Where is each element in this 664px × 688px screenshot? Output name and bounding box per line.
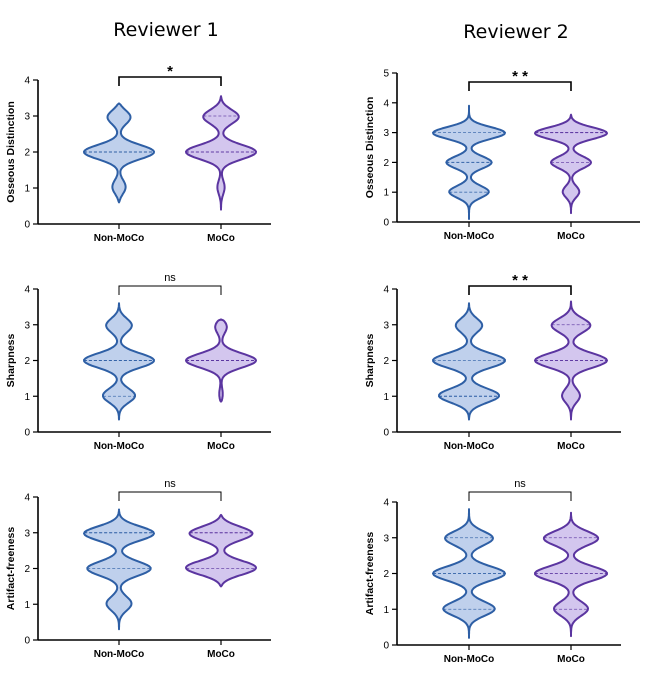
y-tick-label: 1 [383,392,389,403]
y-axis-label: Sharpness [364,334,376,388]
x-category-label: Non-MoCo [444,441,495,452]
y-tick-label: 1 [383,605,389,616]
significance-bracket [468,491,572,501]
violin-non-moco [83,508,155,631]
y-tick-label: 4 [24,285,30,296]
y-tick-label: 0 [24,636,30,647]
y-tick-label: 3 [24,320,30,331]
violin-non-moco [83,102,155,204]
y-axis-label: Sharpness [5,334,17,388]
x-category-label: Non-MoCo [94,441,145,452]
y-tick-label: 4 [383,98,389,109]
y-tick-label: 0 [383,218,389,229]
y-tick-label: 0 [383,641,389,652]
violin-moco [534,113,608,215]
y-tick-label: 4 [24,493,30,504]
significance-label: * [167,63,173,80]
x-category-label: Non-MoCo [94,233,145,244]
significance-label: * * [512,272,528,289]
y-tick-label: 3 [24,528,30,539]
x-category-label: MoCo [557,441,585,452]
violin-panel: 0 1 2 3 4 Osseous Distinction Non-MoCo MoCo * [5,63,271,244]
x-category-label: MoCo [207,233,235,244]
violin-panel: 0 1 2 3 4 Sharpness Non-MoCo MoCo ns [5,272,271,452]
violin-non-moco [83,302,155,421]
significance-label: ns [164,478,176,490]
y-tick-label: 1 [24,600,30,611]
y-tick-label: 3 [383,320,389,331]
x-category-label: MoCo [207,441,235,452]
violin-moco [185,95,257,211]
y-tick-label: 2 [383,569,389,580]
y-tick-label: 2 [24,356,30,367]
violin-moco [534,511,608,638]
y-tick-label: 3 [383,128,389,139]
significance-label: ns [164,272,176,284]
x-category-label: MoCo [557,231,585,242]
violin-panel: 0 1 2 3 4 Sharpness Non-MoCo MoCo * * [364,272,621,452]
column-title-reviewer-1: Reviewer 1 [113,19,218,41]
x-category-label: Non-MoCo [444,654,495,665]
y-tick-label: 1 [24,392,30,403]
violin-moco [185,513,257,588]
y-tick-label: 4 [383,285,389,296]
significance-label: * * [512,68,528,85]
y-tick-label: 2 [24,564,30,575]
y-tick-label: 3 [383,533,389,544]
significance-label: ns [514,478,526,490]
significance-bracket [118,285,222,295]
y-tick-label: 4 [24,76,30,87]
y-axis-label: Osseous Distinction [364,97,376,199]
y-axis-label: Osseous Distinction [5,101,17,203]
x-category-label: MoCo [207,649,235,660]
violin-panel: 0 1 2 3 4 Artifact-freeness Non-MoCo MoCo ns [364,478,621,665]
y-axis-label: Artifact-freeness [364,532,376,616]
violin-panel: 0 1 2 3 4 5 Osseous Distinction Non-MoCo MoCo * * [364,68,640,242]
x-category-label: Non-MoCo [94,649,145,660]
y-tick-label: 5 [383,69,389,80]
y-tick-label: 2 [383,356,389,367]
x-category-label: Non-MoCo [444,231,495,242]
y-tick-label: 2 [24,148,30,159]
significance-bracket [118,491,222,501]
y-tick-label: 0 [383,428,389,439]
x-category-label: MoCo [557,654,585,665]
violin-non-moco [432,302,506,421]
significance-bracket [118,76,222,86]
y-tick-label: 2 [383,158,389,169]
y-tick-label: 0 [24,220,30,231]
y-tick-label: 1 [24,184,30,195]
y-axis-label: Artifact-freeness [5,527,17,611]
y-tick-label: 0 [24,428,30,439]
significance-bracket [468,285,572,295]
y-tick-label: 1 [383,188,389,199]
y-tick-label: 4 [383,498,389,509]
y-tick-label: 3 [24,112,30,123]
column-title-reviewer-2: Reviewer 2 [463,21,568,43]
significance-bracket [468,81,572,91]
violin-panel: 0 1 2 3 4 Artifact-freeness Non-MoCo MoCo ns [5,478,271,660]
